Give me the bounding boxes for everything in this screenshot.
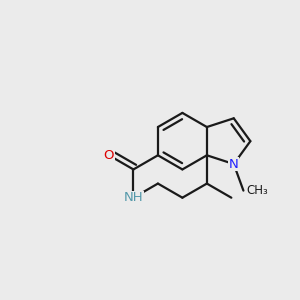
Text: N: N xyxy=(229,158,238,170)
Text: CH₃: CH₃ xyxy=(246,184,268,197)
Text: O: O xyxy=(104,149,114,162)
Text: NH: NH xyxy=(124,191,143,204)
